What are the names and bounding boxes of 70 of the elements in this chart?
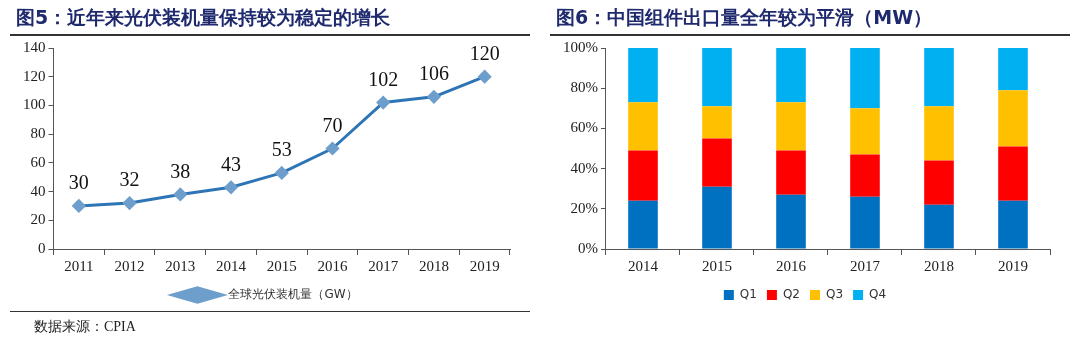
x-tick-label: 2018 <box>418 257 449 274</box>
y-tick-label: 40 <box>30 182 46 199</box>
x-tick-label: 2013 <box>165 257 196 274</box>
y-tick-label: 120 <box>23 67 46 84</box>
data-label: 106 <box>418 62 449 85</box>
x-tick-label: 2015 <box>702 257 732 274</box>
legend-label: Q2 <box>782 287 801 302</box>
x-tick-label: 2018 <box>924 257 954 274</box>
bar <box>702 186 732 249</box>
y-tick-label: 40% <box>570 159 598 176</box>
bar <box>776 194 806 249</box>
data-label: 120 <box>469 41 500 64</box>
x-tick-label: 2014 <box>628 257 659 274</box>
chart-title: 图5：近年来光伏装机量保持较为稳定的增长 <box>10 0 530 36</box>
bar <box>628 150 658 201</box>
bar <box>850 196 880 249</box>
bar <box>924 106 954 161</box>
x-tick-label: 2019 <box>998 257 1028 274</box>
bar <box>628 48 658 103</box>
bar <box>702 48 732 107</box>
bar <box>998 200 1028 249</box>
data-label: 53 <box>271 138 292 161</box>
bar <box>702 138 732 187</box>
y-tick-label: 0 <box>38 239 46 256</box>
x-tick-label: 2014 <box>216 257 247 274</box>
x-tick-label: 2016 <box>317 257 348 274</box>
bar <box>924 48 954 107</box>
x-tick-label: 2017 <box>368 257 399 274</box>
data-label: 30 <box>68 171 89 194</box>
y-tick-label: 20 <box>30 211 46 228</box>
data-label: 32 <box>119 168 140 191</box>
y-tick-label: 80 <box>30 125 46 142</box>
x-tick-label: 2012 <box>114 257 145 274</box>
legend-label: Q4 <box>869 287 887 302</box>
chart-title: 图6：中国组件出口量全年较为平滑（MW） <box>550 0 1070 36</box>
y-tick-label: 100 <box>23 96 46 113</box>
x-tick-label: 2019 <box>469 257 500 274</box>
data-label: 38 <box>170 159 191 182</box>
data-label: 43 <box>221 152 242 175</box>
y-tick-label: 100% <box>563 38 598 55</box>
bar <box>776 102 806 151</box>
y-tick-label: 140 <box>23 38 46 55</box>
data-label: 102 <box>368 67 399 90</box>
y-tick-label: 20% <box>570 199 598 216</box>
bar <box>850 108 880 155</box>
data-label: 70 <box>322 113 343 136</box>
y-tick-label: 0% <box>578 239 598 256</box>
y-tick-label: 60 <box>30 153 46 170</box>
x-tick-label: 2016 <box>776 257 807 274</box>
bar <box>850 48 880 109</box>
y-tick-label: 60% <box>570 119 598 136</box>
source-note: 数据来源：CPIA <box>10 311 530 344</box>
bar <box>776 48 806 103</box>
bar <box>702 106 732 139</box>
y-tick-label: 80% <box>570 79 598 96</box>
bar <box>776 150 806 195</box>
bar <box>924 160 954 205</box>
legend-label: Q1 <box>739 287 757 302</box>
legend-label: 全球光伏装机量（GW） <box>228 287 358 302</box>
x-tick-label: 2017 <box>850 257 881 274</box>
bar <box>628 102 658 151</box>
x-tick-label: 2015 <box>266 257 297 274</box>
bar <box>628 200 658 249</box>
bar <box>998 90 1028 147</box>
bar <box>998 48 1028 91</box>
legend-label: Q3 <box>826 287 844 302</box>
x-tick-label: 2011 <box>64 257 94 274</box>
bar <box>998 146 1028 201</box>
bar <box>850 154 880 197</box>
bar <box>924 204 954 249</box>
